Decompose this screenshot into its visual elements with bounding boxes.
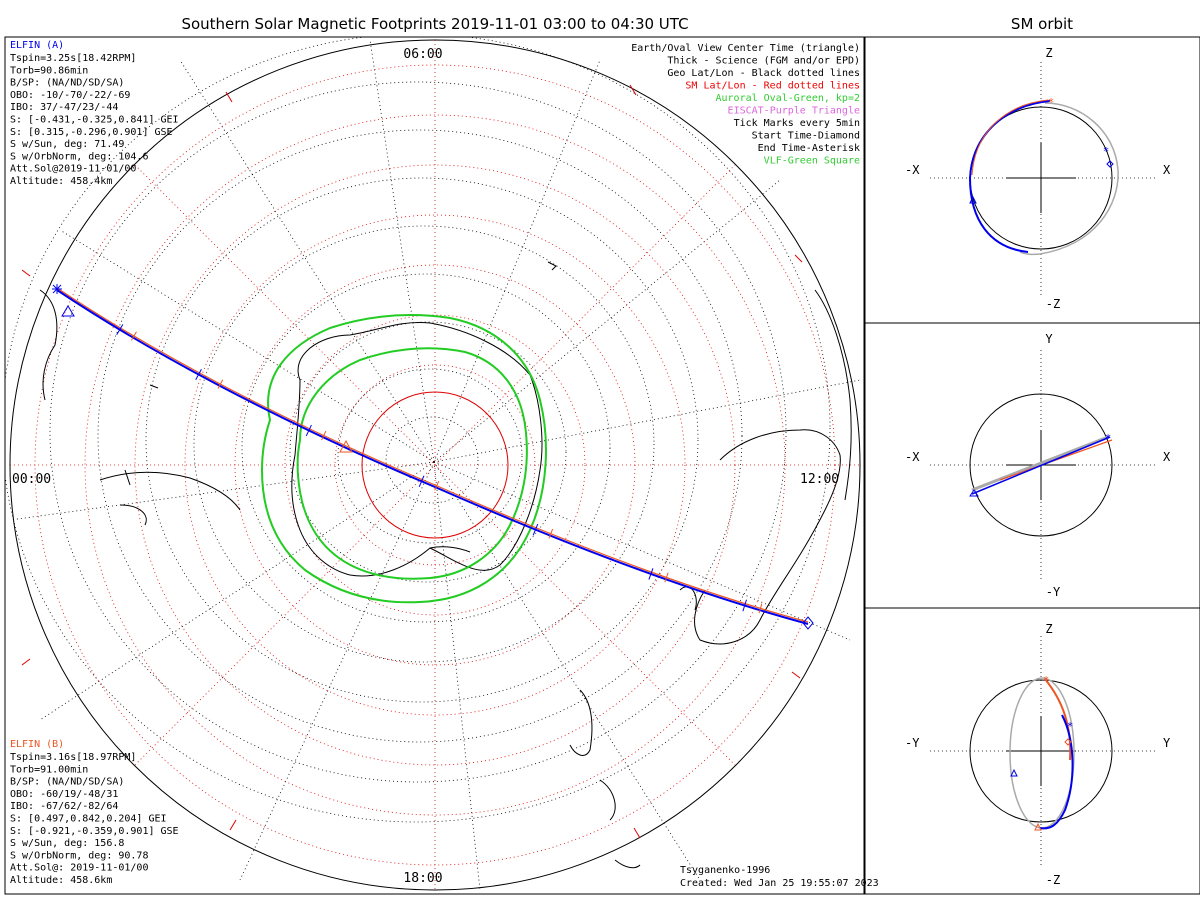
track-tick — [648, 568, 654, 580]
start-asterisk-a — [52, 284, 62, 294]
track-tick — [758, 603, 763, 614]
probe-info-line: S: [0.315,-0.296,0.901] GSE — [10, 127, 173, 138]
coastlines — [39, 261, 852, 869]
probe-a-name: ELFIN (A) — [10, 40, 64, 51]
probe-info-line: Tspin=3.25s[18.42RPM] — [10, 53, 136, 64]
axis-label-bottom: -Y — [1046, 585, 1061, 599]
view-triangle-b — [339, 439, 353, 453]
probe-info-line: S: [-0.431,-0.325,0.841] GEI — [10, 115, 179, 126]
svg-text:*: * — [1067, 720, 1074, 733]
probe-info-line: B/SP: (NA/ND/SD/SA) — [10, 777, 124, 788]
axis-label-right: Y — [1163, 736, 1171, 750]
orbit-frame — [864, 36, 1200, 895]
legend: Earth/Oval View Center Time (triangle) Th… — [631, 43, 860, 167]
svg-text:*: * — [1105, 432, 1112, 445]
track-tick — [305, 424, 312, 437]
legend-entry: EISCAT-Purple Triangle — [728, 106, 860, 117]
axis-label-bottom: -Z — [1046, 297, 1060, 311]
auroral-oval — [260, 314, 547, 604]
probe-info-line: Att.Sol@2019-11-01/00 — [10, 164, 136, 175]
sm-grid — [10, 40, 860, 890]
axis-label-left: -X — [905, 450, 920, 464]
probe-info-line: Altitude: 458.6km — [10, 875, 112, 886]
footprint-map: 06:00 00:00 12:00 18:00 Earth/Oval View … — [4, 36, 879, 895]
probe-info-line: Altitude: 458.4km — [10, 176, 112, 187]
axis-label-top: Z — [1045, 46, 1052, 60]
axis-label-right: X — [1163, 450, 1171, 464]
probe-info-line: Att.Sol@: 2019-11-01/00 — [10, 863, 148, 874]
track-markers — [52, 284, 814, 630]
probe-b-lines: Tspin=3.16s[18.97RPM]Torb=91.00min B/SP: … — [10, 752, 179, 886]
track-tick — [434, 480, 440, 491]
svg-text:*: * — [1043, 674, 1050, 687]
probe-b-name: ELFIN (B) — [10, 739, 64, 750]
probe-info-line: IBO: 37/-47/23/-44 — [10, 102, 118, 113]
probe-info-line: S: [-0.921,-0.359,0.901] GSE — [10, 826, 179, 837]
legend-entry: Auroral Oval-Green, kp=2 — [716, 93, 861, 104]
probe-info-line: OBO: -60/19/-48/31 — [10, 789, 118, 800]
track-tick — [742, 599, 747, 612]
legend-entry: SM Lat/Lon - Red dotted lines — [685, 81, 860, 92]
track-tick — [130, 331, 137, 341]
track-ticks — [116, 324, 763, 614]
track-tick — [548, 528, 554, 539]
start-diamond-a — [802, 616, 814, 630]
axis-label-left: -X — [905, 163, 920, 177]
track-tick — [664, 572, 669, 583]
probe-info-line: IBO: -67/62/-82/64 — [10, 801, 118, 812]
probe-info-line: Torb=91.00min — [10, 764, 88, 775]
probe-b-info: ELFIN (B) Tspin=3.16s[18.97RPM]Torb=91.0… — [10, 739, 179, 886]
probe-info-line: S w/OrbNorm, deg: 104.6 — [10, 151, 148, 162]
track-tick — [217, 379, 224, 389]
geo-grid — [5, 37, 861, 891]
sm-lat-circle — [361, 391, 509, 539]
track-tick — [321, 430, 327, 441]
track-tick — [418, 475, 425, 488]
track-tick — [116, 324, 124, 336]
plot-title: Southern Solar Magnetic Footprints 2019-… — [181, 15, 688, 33]
probe-info-line: OBO: -10/-70/-22/-69 — [10, 90, 130, 101]
probe-info-line: S: [0.497,0.842,0.204] GEI — [10, 814, 167, 825]
svg-text:*: * — [1103, 145, 1110, 158]
axis-label-left: -Y — [905, 736, 920, 750]
track-tick — [195, 368, 202, 380]
legend-entry: Start Time-Diamond — [752, 131, 860, 142]
probe-info-line: Torb=90.86min — [10, 65, 88, 76]
orbit-panels: Z -Z -X X * * Y -Y -X X — [864, 36, 1200, 895]
axis-label-bottom: -Z — [1046, 873, 1060, 887]
orbit-title: SM orbit — [1011, 15, 1073, 33]
orbit-panel-yz: Z -Z -Y Y * * — [905, 622, 1171, 887]
legend-entry: Earth/Oval View Center Time (triangle) — [631, 43, 860, 54]
mlt-label-left: 00:00 — [12, 472, 51, 487]
legend-entry: Geo Lat/Lon - Black dotted lines — [667, 68, 860, 79]
legend-entry: Thick - Science (FGM and/or EPD) — [667, 56, 860, 67]
legend-entry: Tick Marks every 5min — [734, 118, 860, 129]
probe-a-lines: Tspin=3.25s[18.42RPM]Torb=90.86min B/SP: … — [10, 53, 179, 187]
created-label: Created: Wed Jan 25 19:55:07 2023 — [680, 878, 879, 889]
probe-info-line: S w/OrbNorm, deg: 90.78 — [10, 850, 148, 861]
model-label: Tsyganenko-1996 — [680, 865, 770, 876]
mlt-label-right: 12:00 — [800, 472, 839, 487]
legend-entry: VLF-Green Square — [764, 156, 860, 167]
svg-text:*: * — [1048, 96, 1055, 109]
orbit-panel-xy: Y -Y -X X * — [905, 332, 1171, 599]
mlt-label-bottom: 18:00 — [403, 871, 442, 886]
track-tick — [532, 523, 539, 536]
sm-limb-ticks — [21, 84, 803, 839]
mlt-label-top: 06:00 — [403, 47, 442, 62]
view-triangle-a — [61, 305, 75, 317]
probe-info-line: S w/Sun, deg: 156.8 — [10, 838, 124, 849]
axis-label-top: Y — [1045, 332, 1053, 346]
probe-info-line: B/SP: (NA/ND/SD/SA) — [10, 78, 124, 89]
legend-entry: End Time-Asterisk — [758, 143, 860, 154]
orbit-panel-xz: Z -Z -X X * * — [905, 46, 1171, 311]
probe-info-line: S w/Sun, deg: 71.49 — [10, 139, 124, 150]
probe-info-line: Tspin=3.16s[18.97RPM] — [10, 752, 136, 763]
axis-label-top: Z — [1045, 622, 1052, 636]
axis-label-right: X — [1163, 163, 1171, 177]
probe-a-info: ELFIN (A) Tspin=3.25s[18.42RPM]Torb=90.8… — [10, 40, 179, 187]
footprint-tracks — [56, 287, 809, 625]
